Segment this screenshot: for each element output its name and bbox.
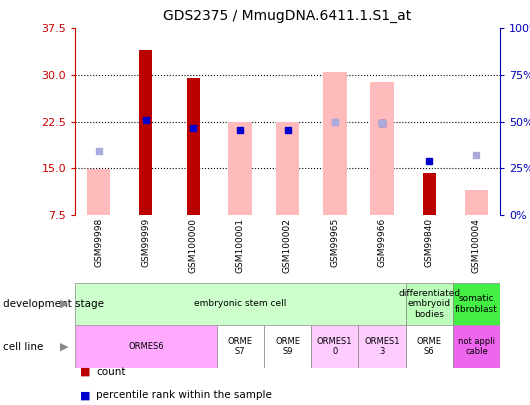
- Bar: [323, 72, 347, 215]
- Text: ORMES1
3: ORMES1 3: [364, 337, 400, 356]
- Text: ORME
S7: ORME S7: [228, 337, 253, 356]
- Text: ORMES1
0: ORMES1 0: [317, 337, 352, 356]
- Bar: [405, 283, 453, 325]
- Bar: [405, 325, 453, 368]
- Bar: [75, 325, 217, 368]
- Bar: [311, 325, 358, 368]
- Text: ▶: ▶: [60, 341, 69, 352]
- Bar: [453, 283, 500, 325]
- Bar: [139, 50, 152, 215]
- Bar: [228, 122, 252, 215]
- Text: embryonic stem cell: embryonic stem cell: [194, 300, 287, 309]
- Text: ▶: ▶: [60, 299, 69, 309]
- Text: somatic
fibroblast: somatic fibroblast: [455, 294, 498, 314]
- Text: ORME
S6: ORME S6: [417, 337, 441, 356]
- Title: GDS2375 / MmugDNA.6411.1.S1_at: GDS2375 / MmugDNA.6411.1.S1_at: [163, 9, 412, 23]
- Text: ORMES6: ORMES6: [128, 342, 164, 351]
- Text: percentile rank within the sample: percentile rank within the sample: [96, 390, 272, 401]
- Text: development stage: development stage: [3, 299, 104, 309]
- Text: ■: ■: [81, 367, 91, 377]
- Bar: [465, 190, 488, 215]
- Bar: [75, 283, 405, 325]
- Bar: [422, 173, 436, 215]
- Bar: [217, 325, 264, 368]
- Text: not appli
cable: not appli cable: [458, 337, 495, 356]
- Text: ■: ■: [81, 390, 91, 401]
- Bar: [370, 82, 394, 215]
- Bar: [276, 122, 299, 215]
- Text: differentiated
embryoid
bodies: differentiated embryoid bodies: [398, 289, 460, 319]
- Text: ORME
S9: ORME S9: [275, 337, 300, 356]
- Text: count: count: [96, 367, 126, 377]
- Bar: [264, 325, 311, 368]
- Text: cell line: cell line: [3, 341, 43, 352]
- Bar: [453, 325, 500, 368]
- Bar: [187, 78, 200, 215]
- Bar: [358, 325, 405, 368]
- Bar: [87, 170, 110, 215]
